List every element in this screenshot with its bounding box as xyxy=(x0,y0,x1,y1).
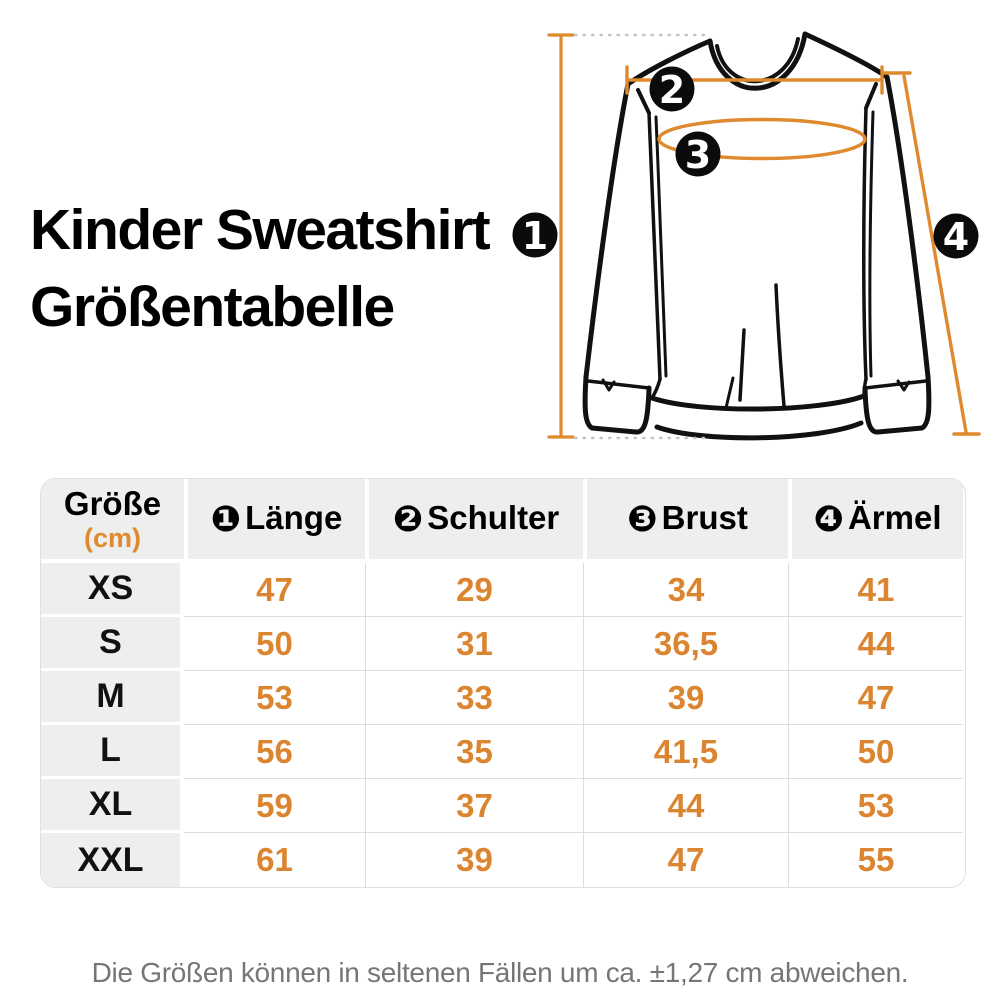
table-cell: 56 xyxy=(184,725,365,779)
table-row-xxl: XXL 61 39 47 55 xyxy=(41,833,963,887)
circled-4-icon: ❹ xyxy=(813,498,844,540)
column-label: Ärmel xyxy=(847,498,942,536)
table-cell: 47 xyxy=(583,833,788,887)
table-row-xs: XS 47 29 34 41 xyxy=(41,563,963,617)
chest-measure-ellipse xyxy=(657,117,867,161)
size-cell: M xyxy=(41,671,184,725)
size-cell: L xyxy=(41,725,184,779)
size-header-unit: (cm) xyxy=(83,523,141,553)
badge-4-icon: 4 xyxy=(933,213,979,259)
page-title-line-1: Kinder Sweatshirt xyxy=(30,198,491,263)
table-cell: 39 xyxy=(365,833,583,887)
table-header-row: Größe (cm) ❶ Länge ❷ Schulter ❸ Brust ❹ Ärme… xyxy=(41,479,963,563)
table-cell: 61 xyxy=(256,841,293,878)
table-cell: 59 xyxy=(184,779,365,833)
table-cell: 34 xyxy=(583,563,788,617)
page-title: Kinder Sweatshirt Größentabelle xyxy=(30,192,491,346)
sweatshirt-measurement-diagram: 1 2 3 4 xyxy=(512,31,981,441)
column-label: Länge xyxy=(245,498,343,536)
table-cell: 29 xyxy=(365,563,583,617)
column-header-schulter: ❷ Schulter xyxy=(365,479,583,563)
table-row-xl: XL 59 37 44 53 xyxy=(41,779,963,833)
column-header-aermel: ❹ Ärmel xyxy=(788,479,963,563)
svg-text:2: 2 xyxy=(659,68,685,112)
column-label: Schulter xyxy=(427,498,560,536)
size-cell: XXL xyxy=(41,833,184,887)
size-table-grid: Größe (cm) ❶ Länge ❷ Schulter ❸ Brust ❹ Ärme… xyxy=(41,479,963,887)
table-cell: 33 xyxy=(365,671,583,725)
footer-note: Die Größen können in seltenen Fällen um … xyxy=(91,957,909,988)
table-row-s: S 50 31 36,5 44 xyxy=(41,617,963,671)
table-cell: 44 xyxy=(788,617,963,671)
svg-text:3: 3 xyxy=(685,133,711,177)
length-measure-line xyxy=(547,33,710,440)
column-header-size: Größe (cm) xyxy=(41,479,184,563)
size-cell: S xyxy=(41,617,184,671)
table-cell: 53 xyxy=(788,779,963,833)
circled-3-icon: ❸ xyxy=(627,498,658,540)
table-cell: 31 xyxy=(365,617,583,671)
table-cell: 41,5 xyxy=(583,725,788,779)
column-header-laenge: ❶ Länge xyxy=(184,479,365,563)
column-label: Brust xyxy=(661,498,748,536)
size-cell: XL xyxy=(41,779,184,833)
table-cell: 44 xyxy=(583,779,788,833)
svg-text:1: 1 xyxy=(522,214,548,258)
table-cell: 41 xyxy=(788,563,963,617)
table-row-m: M 53 33 39 47 xyxy=(41,671,963,725)
size-header-label: Größe xyxy=(63,485,162,522)
badge-3-icon: 3 xyxy=(675,131,721,177)
table-cell: 37 xyxy=(365,779,583,833)
table-cell: 55 xyxy=(788,833,963,887)
table-cell: 47 xyxy=(788,671,963,725)
circled-1-icon: ❶ xyxy=(210,498,242,540)
table-cell: 39 xyxy=(583,671,788,725)
table-cell: 36,5 xyxy=(583,617,788,671)
size-cell: XS xyxy=(41,563,184,617)
table-cell: 50 xyxy=(788,725,963,779)
page-title-line-2: Größentabelle xyxy=(30,275,395,340)
table-cell: 53 xyxy=(184,671,365,725)
circled-2-icon: ❷ xyxy=(392,498,424,540)
size-table: Größe (cm) ❶ Länge ❷ Schulter ❸ Brust ❹ Ärme… xyxy=(40,478,966,888)
sweatshirt-outline xyxy=(582,31,932,441)
table-row-l: L 56 35 41,5 50 xyxy=(41,725,963,779)
svg-text:4: 4 xyxy=(943,215,969,259)
table-cell: 50 xyxy=(184,617,365,671)
table-cell: 47 xyxy=(184,563,365,617)
badge-2-icon: 2 xyxy=(649,66,695,112)
sleeve-measure-line xyxy=(882,71,981,436)
badge-1-icon: 1 xyxy=(512,212,558,258)
table-cell: 35 xyxy=(365,725,583,779)
column-header-brust: ❸ Brust xyxy=(583,479,788,563)
